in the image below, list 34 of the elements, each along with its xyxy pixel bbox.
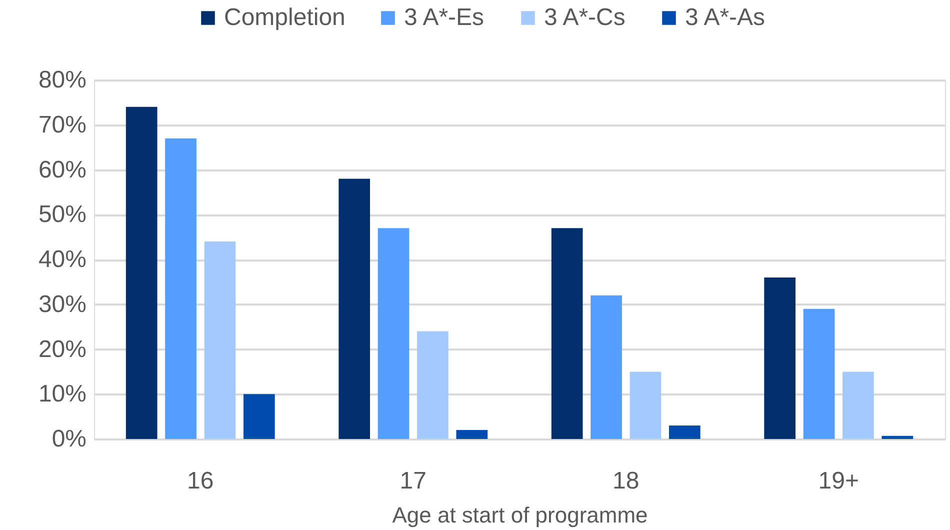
x-tick-label: 19+ xyxy=(818,468,859,494)
bar xyxy=(204,242,236,439)
y-tick-label: 0% xyxy=(52,426,86,452)
bar xyxy=(243,394,275,439)
bar xyxy=(551,228,583,439)
legend-label: 3 A*-Cs xyxy=(544,4,626,31)
x-tick-label: 16 xyxy=(187,468,214,494)
bar xyxy=(456,430,488,439)
bar xyxy=(378,228,410,439)
bar xyxy=(630,372,662,439)
x-axis-title: Age at start of programme xyxy=(392,502,648,528)
legend-label: 3 A*-As xyxy=(685,4,766,31)
bar xyxy=(417,331,448,439)
y-tick-label: 50% xyxy=(38,201,86,228)
bar xyxy=(590,295,622,439)
bar xyxy=(126,106,158,439)
y-tick-label: 10% xyxy=(38,380,86,408)
y-tick-label: 70% xyxy=(38,111,86,138)
y-tick-label: 30% xyxy=(38,290,86,318)
x-tick-label: 17 xyxy=(400,468,426,494)
bar xyxy=(764,277,796,439)
y-tick-label: 80% xyxy=(38,66,86,94)
bar xyxy=(165,138,196,439)
y-tick-label: 40% xyxy=(38,246,86,273)
bar xyxy=(882,436,914,439)
bar xyxy=(338,178,370,439)
bar xyxy=(668,426,700,439)
legend-label: Completion xyxy=(224,4,346,31)
y-tick-label: 60% xyxy=(38,156,86,184)
y-tick-label: 20% xyxy=(38,336,86,363)
bar xyxy=(842,372,874,439)
bar xyxy=(803,308,835,439)
x-tick-label: 18 xyxy=(612,468,640,494)
legend-label: 3 A*-Es xyxy=(404,4,484,31)
